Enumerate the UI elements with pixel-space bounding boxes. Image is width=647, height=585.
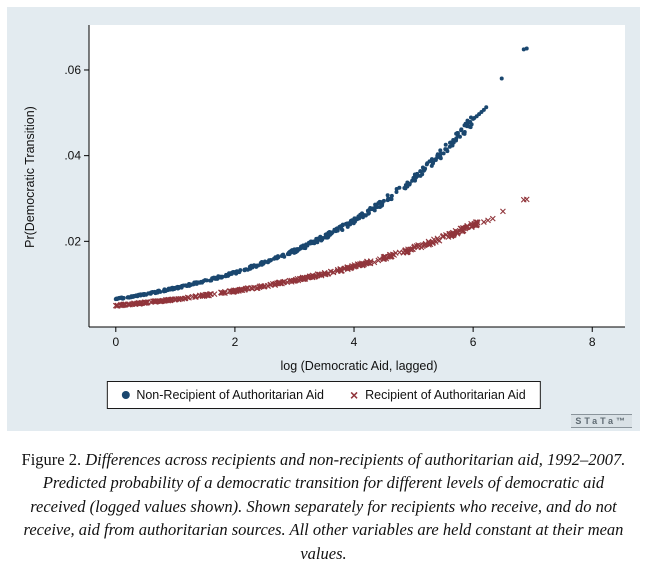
legend-entry-recipient: × Recipient of Authoritarian Aid — [350, 388, 526, 402]
caption-prefix: Figure 2. — [21, 450, 82, 469]
x-marker-icon: × — [349, 387, 359, 403]
svg-text:4: 4 — [351, 335, 358, 349]
svg-text:.06: .06 — [64, 63, 81, 77]
caption-text: Differences across recipients and non-re… — [23, 450, 626, 563]
stata-figure: Pr(Democratic Transition) .02.04.06 0 2 4 6 8… — [7, 7, 640, 431]
svg-text:0: 0 — [112, 335, 119, 349]
svg-text:.04: .04 — [64, 149, 81, 163]
stata-logo: STaTa™ — [571, 414, 632, 428]
svg-text:2: 2 — [232, 335, 239, 349]
svg-text:8: 8 — [589, 335, 596, 349]
legend-label: Recipient of Authoritarian Aid — [365, 388, 526, 402]
x-axis-label: log (Democratic Aid, lagged) — [280, 359, 438, 373]
legend: Non-Recipient of Authoritarian Aid × Rec… — [106, 381, 541, 409]
chart-plot: .02 .04 .06 0 2 4 6 8 — [64, 25, 625, 349]
svg-text:6: 6 — [470, 335, 477, 349]
legend-label: Non-Recipient of Authoritarian Aid — [136, 388, 324, 402]
svg-text:.02: .02 — [64, 234, 81, 248]
figure-caption: Figure 2. Differences across recipients … — [14, 448, 633, 565]
legend-entry-non-recipient: Non-Recipient of Authoritarian Aid — [121, 388, 324, 402]
circle-marker-icon — [121, 391, 130, 399]
